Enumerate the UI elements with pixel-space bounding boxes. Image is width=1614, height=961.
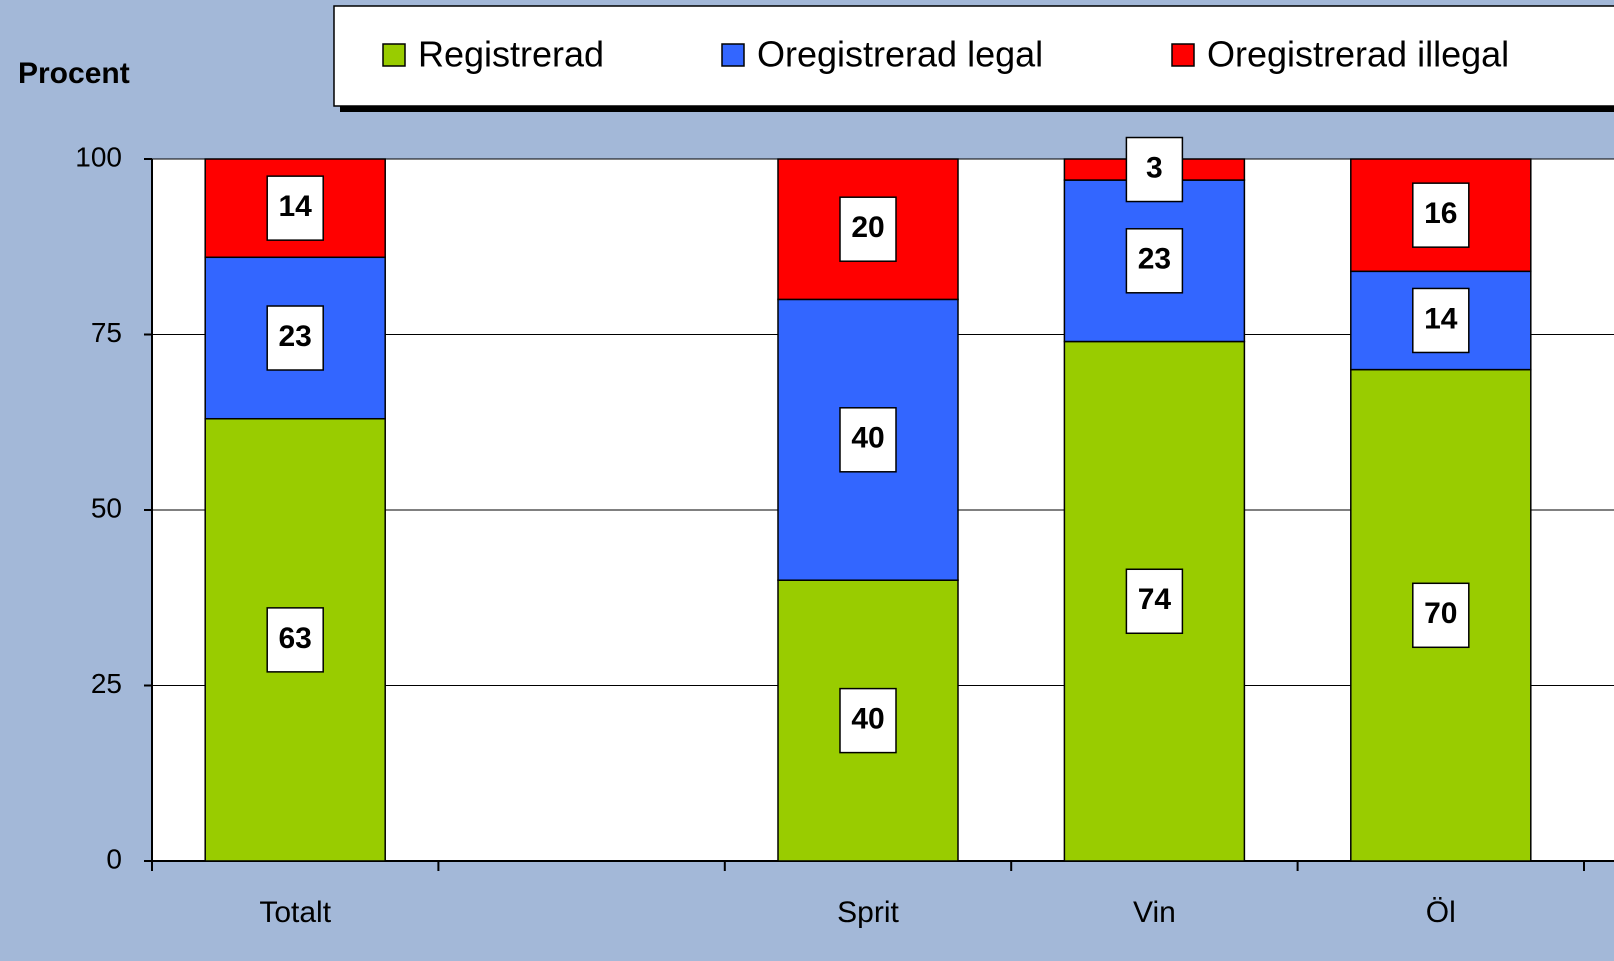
data-label-box	[1412, 582, 1470, 649]
y-tick-label: 100	[75, 141, 122, 172]
y-tick-label: 25	[91, 668, 122, 699]
data-label: 3	[1146, 151, 1163, 184]
data-label-box	[1125, 568, 1184, 635]
x-tick-label: Öl	[1426, 896, 1456, 929]
legend-swatch	[382, 43, 406, 67]
y-axis-label: Procent	[18, 57, 130, 90]
data-label: 70	[1424, 597, 1457, 630]
data-label-box	[1125, 136, 1184, 203]
x-tick-label: Vin	[1133, 896, 1176, 929]
data-label-box	[1412, 287, 1470, 354]
data-label: 40	[851, 703, 884, 736]
data-label: 23	[279, 320, 312, 353]
legend-label: Oregistrerad illegal	[1207, 34, 1509, 75]
legend-label: Registrerad	[418, 34, 604, 75]
bar-segment	[204, 158, 386, 259]
data-label-box	[839, 407, 897, 473]
x-tick-label: Sprit	[837, 896, 899, 929]
x-tick-label: Totalt	[259, 896, 331, 929]
legend-label: Oregistrerad legal	[757, 34, 1043, 75]
data-label-box	[266, 607, 324, 673]
data-label-box	[1412, 182, 1470, 248]
data-label: 14	[1424, 302, 1458, 335]
data-label: 63	[279, 622, 312, 655]
legend-swatch	[721, 43, 745, 67]
y-tick-label: 0	[106, 843, 122, 874]
legend	[333, 5, 1614, 107]
data-label-box	[839, 687, 897, 754]
data-label-box	[266, 305, 324, 371]
y-tick-label: 75	[91, 317, 122, 348]
bar-segment	[1350, 270, 1532, 371]
data-label-box	[839, 196, 897, 262]
data-label: 16	[1424, 197, 1457, 230]
data-label: 20	[851, 211, 884, 244]
data-label-box	[1125, 228, 1184, 294]
y-tick-label: 50	[91, 492, 122, 523]
data-label-box	[266, 175, 324, 241]
data-label: 74	[1138, 583, 1172, 616]
legend-swatch	[1171, 43, 1195, 67]
data-label: 23	[1138, 243, 1171, 276]
data-label: 40	[851, 422, 884, 455]
data-label: 14	[279, 190, 313, 223]
